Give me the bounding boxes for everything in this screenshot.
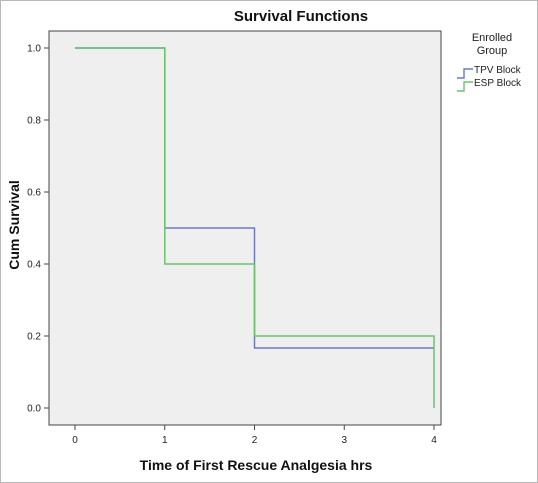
legend-label-tpv-block: TPV Block — [474, 65, 522, 76]
y-tick-label: 0.4 — [27, 260, 41, 271]
legend-swatch-tpv-block — [457, 68, 473, 79]
y-tick-label: 0.6 — [27, 188, 41, 199]
legend-swatch-esp-block — [457, 81, 473, 92]
x-tick-label: 2 — [252, 435, 258, 446]
y-tick-label: 0.2 — [27, 332, 41, 343]
y-tick-label: 0.0 — [27, 404, 41, 415]
chart-title: Survival Functions — [234, 8, 368, 25]
x-tick-label: 0 — [72, 435, 78, 446]
x-tick-label: 3 — [341, 435, 347, 446]
x-tick-label: 1 — [162, 435, 168, 446]
y-axis-label: Cum Survival — [6, 180, 22, 269]
x-axis-label: Time of First Rescue Analgesia hrs — [140, 457, 373, 473]
series-line-esp-block — [75, 47, 435, 408]
legend: Enrolled Group TPV Block ESP Block — [457, 32, 522, 92]
x-axis-ticks: 0 1 2 3 4 — [72, 425, 437, 446]
y-tick-label: 0.8 — [27, 116, 41, 127]
legend-title-line-2: Group — [477, 45, 508, 57]
y-axis-ticks: 0.0 0.2 0.4 0.6 0.8 1.0 — [27, 44, 49, 415]
legend-label-esp-block: ESP Block — [474, 78, 522, 89]
series-layer — [75, 47, 435, 408]
legend-items: TPV Block ESP Block — [457, 65, 522, 92]
legend-title-line-1: Enrolled — [472, 32, 512, 44]
y-tick-label: 1.0 — [27, 44, 41, 55]
x-tick-label: 4 — [431, 435, 437, 446]
